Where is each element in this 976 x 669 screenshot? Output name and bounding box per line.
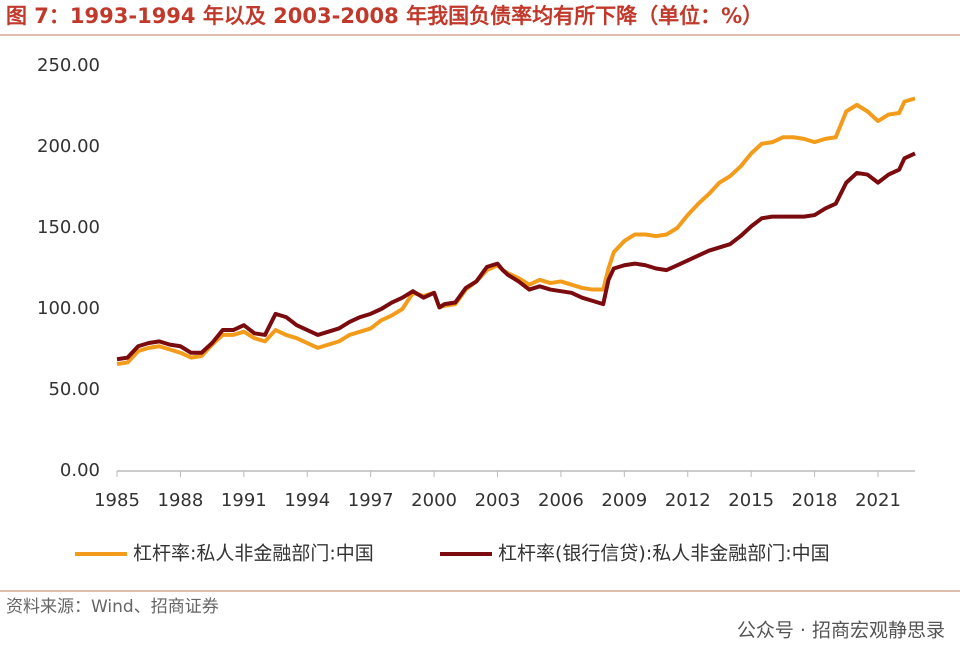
- y-tick-label: 0.00: [60, 460, 100, 481]
- x-tick-label: 2003: [475, 490, 521, 511]
- x-tick-label: 1994: [284, 490, 330, 511]
- watermark: 公众号 · 招商宏观静思录: [737, 620, 945, 642]
- source: 资料来源：Wind、招商证券: [6, 597, 219, 617]
- y-tick-label: 50.00: [48, 379, 100, 400]
- x-tick-label: 2009: [601, 490, 647, 511]
- x-tick-label: 2015: [728, 490, 774, 511]
- x-tick-label: 2000: [411, 490, 457, 511]
- chart-title: 图 7：1993-1994 年以及 2003-2008 年我国负债率均有所下降（…: [6, 4, 763, 28]
- y-tick-label: 250.00: [37, 55, 100, 76]
- legend-label: 杠杆率(银行信贷):私人非金融部门:中国: [498, 543, 830, 565]
- x-tick-label: 1997: [348, 490, 394, 511]
- x-tick-label: 2006: [538, 490, 584, 511]
- y-tick-label: 150.00: [37, 217, 100, 238]
- x-tick-label: 1991: [221, 490, 267, 511]
- x-tick-label: 1985: [94, 490, 140, 511]
- x-tick-label: 2012: [665, 490, 711, 511]
- y-tick-label: 200.00: [37, 136, 100, 157]
- x-tick-label: 1988: [158, 490, 204, 511]
- series-line: [116, 96, 916, 367]
- x-tick-label: 2021: [855, 490, 901, 511]
- y-tick-label: 100.00: [37, 298, 100, 319]
- series-line: [116, 151, 916, 362]
- legend-label: 杠杆率:私人非金融部门:中国: [133, 543, 374, 565]
- x-tick-label: 2018: [792, 490, 838, 511]
